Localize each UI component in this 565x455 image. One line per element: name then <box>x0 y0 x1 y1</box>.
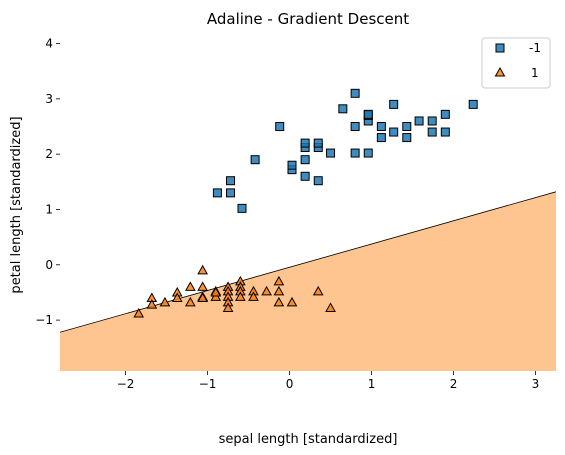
data-point-class-1 <box>286 296 298 307</box>
x-tick-label: 2 <box>450 377 458 391</box>
y-axis-label: petal length [standardized] <box>9 116 24 293</box>
data-point-class-1 <box>159 296 171 307</box>
data-point-class-1 <box>325 302 336 312</box>
data-point-class-neg1 <box>313 138 323 148</box>
y-tick-label: 4 <box>45 37 53 51</box>
data-point-class-neg1 <box>350 122 360 132</box>
data-point-class-1 <box>146 299 158 309</box>
data-point-class-neg1 <box>250 155 260 165</box>
data-point-class-neg1 <box>402 133 412 143</box>
data-point-class-neg1 <box>376 122 386 132</box>
data-point-class-neg1 <box>427 127 437 137</box>
data-point-class-neg1 <box>226 176 236 186</box>
data-point-class-neg1 <box>363 109 373 119</box>
legend-square-marker <box>495 43 505 53</box>
data-point-class-neg1 <box>350 88 360 98</box>
data-point-class-neg1 <box>300 155 310 165</box>
data-point-class-1 <box>184 296 196 307</box>
data-point-class-neg1 <box>427 116 437 126</box>
data-point-class-1 <box>171 292 183 302</box>
data-point-class-1 <box>133 307 145 318</box>
data-point-class-neg1 <box>237 203 247 213</box>
data-point-class-1 <box>273 275 285 286</box>
data-point-class-neg1 <box>389 127 399 137</box>
y-tick-label: 3 <box>45 92 53 106</box>
data-point-class-neg1 <box>389 99 399 109</box>
data-point-class-1 <box>197 292 209 302</box>
data-point-class-neg1 <box>326 148 336 158</box>
data-point-class-neg1 <box>212 188 222 198</box>
data-point-class-neg1 <box>468 99 478 109</box>
data-point-class-1 <box>235 291 246 301</box>
data-point-class-neg1 <box>402 122 412 132</box>
data-point-class-neg1 <box>440 109 450 119</box>
data-point-class-1 <box>261 285 272 296</box>
x-tick-label: 0 <box>286 377 294 391</box>
y-tick-label: 0 <box>45 258 53 272</box>
data-point-class-neg1 <box>313 176 323 186</box>
data-point-class-neg1 <box>226 188 236 198</box>
data-point-class-1 <box>197 281 209 291</box>
data-point-class-neg1 <box>350 148 360 158</box>
data-point-class-neg1 <box>338 104 348 114</box>
x-axis: −2 −1 0 1 2 3 <box>117 371 540 391</box>
data-points <box>133 88 478 318</box>
data-point-class-1 <box>273 296 285 307</box>
data-point-class-neg1 <box>440 127 450 137</box>
legend-triangle-marker <box>494 66 506 77</box>
data-point-class-1 <box>184 281 196 291</box>
x-tick-label: −2 <box>117 377 135 391</box>
data-point-class-neg1 <box>287 160 297 170</box>
data-point-class-1 <box>197 264 209 275</box>
data-point-class-1 <box>210 286 222 297</box>
data-point-class-neg1 <box>414 116 424 126</box>
data-point-class-1 <box>248 291 259 301</box>
data-point-class-1 <box>312 285 324 296</box>
decision-boundary-line <box>60 191 556 333</box>
x-tick-label: 3 <box>532 377 540 391</box>
y-tick-label: 2 <box>45 147 53 161</box>
data-point-class-1 <box>222 302 234 312</box>
x-tick-label: −1 <box>199 377 217 391</box>
y-axis: −1 0 1 2 3 4 <box>35 37 60 327</box>
legend-label-neg1: -1 <box>529 41 541 55</box>
decision-region-class-1 <box>60 191 556 371</box>
chart-title: Adaline - Gradient Descent <box>207 10 409 28</box>
legend: -1 1 <box>481 37 551 89</box>
plot-area <box>60 191 556 371</box>
data-point-class-neg1 <box>363 148 373 158</box>
data-point-class-neg1 <box>300 138 310 148</box>
data-point-class-neg1 <box>275 122 285 132</box>
y-tick-label: −1 <box>35 313 53 327</box>
x-axis-label: sepal length [standardized] <box>219 432 398 447</box>
data-point-class-neg1 <box>376 133 386 143</box>
data-point-class-neg1 <box>300 171 310 181</box>
y-tick-label: 1 <box>45 202 53 216</box>
data-point-class-1 <box>273 285 285 296</box>
x-tick-label: 1 <box>368 377 376 391</box>
legend-label-1: 1 <box>531 66 539 80</box>
